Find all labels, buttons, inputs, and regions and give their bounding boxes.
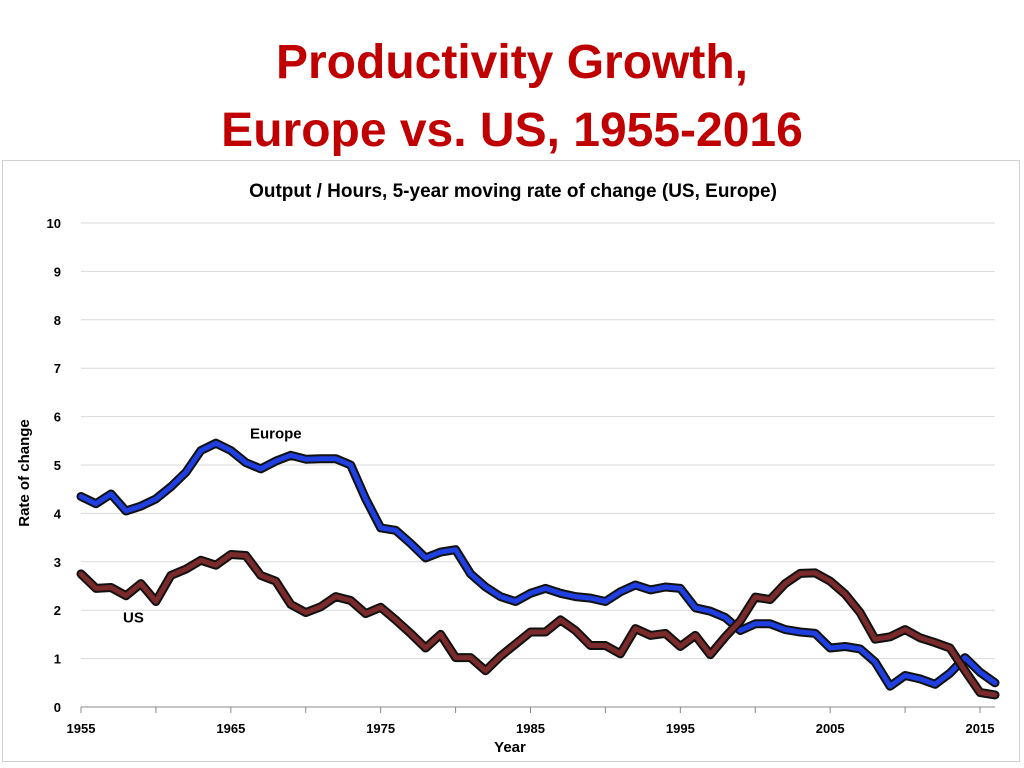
slide-title-line1: Productivity Growth, bbox=[275, 36, 749, 89]
chart-title: Output / Hours, 5-year moving rate of ch… bbox=[249, 181, 777, 202]
y-tick-label: 2 bbox=[54, 603, 61, 618]
line-chart: Output / Hours, 5-year moving rate of ch… bbox=[16, 181, 1000, 756]
slide-title-line2: Europe vs. US, 1955-2016 bbox=[221, 104, 803, 157]
series-label-us: US bbox=[123, 609, 144, 626]
y-axis-title: Rate of change bbox=[16, 419, 33, 527]
y-tick-label: 9 bbox=[54, 264, 61, 279]
x-tick-label: 1965 bbox=[216, 721, 245, 736]
x-tick-label: 2015 bbox=[966, 721, 995, 736]
series-outline-us bbox=[76, 550, 1000, 700]
y-tick-label: 3 bbox=[54, 555, 61, 570]
chart-frame: Output / Hours, 5-year moving rate of ch… bbox=[2, 160, 1020, 762]
x-axis-title: Year bbox=[494, 739, 526, 756]
x-tick-label: 1995 bbox=[666, 721, 695, 736]
series-line-europe bbox=[78, 440, 998, 689]
y-tick-label: 4 bbox=[54, 506, 62, 521]
series-line-us bbox=[78, 552, 998, 698]
y-tick-label: 8 bbox=[54, 313, 61, 328]
series-label-europe: Europe bbox=[250, 425, 302, 442]
x-tick-label: 2005 bbox=[816, 721, 845, 736]
series-layer bbox=[76, 438, 1000, 700]
x-tick-label: 1985 bbox=[516, 721, 545, 736]
y-tick-label: 10 bbox=[47, 216, 61, 231]
axis-layer: 0 1 2 3 4 5 6 7 8 9 10 1955 1965 1975 1985 1995 2005 2015 bbox=[47, 216, 995, 736]
y-tick-label: 6 bbox=[54, 410, 61, 425]
y-tick-label: 1 bbox=[54, 652, 61, 667]
y-tick-label: 7 bbox=[54, 361, 61, 376]
label-layer: Europe US bbox=[123, 425, 302, 626]
y-tick-label: 0 bbox=[54, 700, 61, 715]
y-tick-label: 5 bbox=[54, 458, 61, 473]
x-tick-label: 1975 bbox=[366, 721, 395, 736]
grid-layer bbox=[81, 222, 995, 660]
x-tick-label: 1955 bbox=[67, 721, 96, 736]
